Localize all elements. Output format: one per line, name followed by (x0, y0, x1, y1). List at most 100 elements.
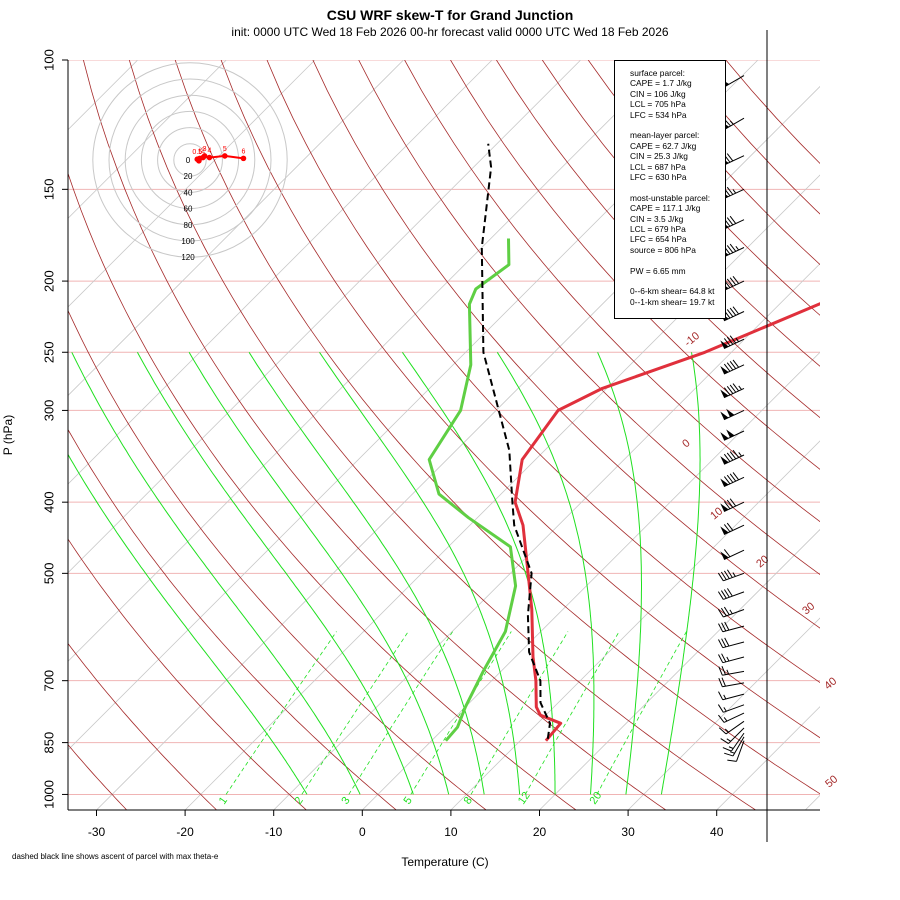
wind-barb-pennant (720, 526, 729, 535)
wind-barb-flag (729, 498, 737, 507)
wind-barb-staff (723, 430, 745, 441)
isotherm-line (68, 60, 316, 308)
wind-barb-flag (729, 384, 737, 393)
x-tick-label: 30 (621, 825, 635, 839)
wind-barb (720, 449, 745, 465)
hodograph-ring-label: 20 (184, 172, 193, 181)
wind-barb-flag (721, 622, 727, 632)
surface-lcl: LCL = 705 hPa (630, 99, 686, 110)
wind-barb-staff (732, 736, 745, 757)
parcel-info-box: surface parcel: CAPE = 1.7 J/kg CIN = 10… (614, 60, 726, 319)
wind-barb-flag (723, 387, 731, 396)
parcel-ascent-line (480, 143, 552, 739)
wind-barb-staff (723, 364, 745, 375)
dry-adiabat (83, 60, 667, 810)
wind-barb-staff (723, 454, 745, 465)
wind-barb-flag (724, 621, 730, 631)
mixing-ratio-line (524, 631, 620, 795)
isotherm-line (68, 60, 670, 662)
hodograph-point (206, 154, 213, 161)
wind-barb (720, 359, 745, 375)
dry-adiabat (450, 60, 820, 470)
mixing-ratio-line (348, 631, 454, 795)
wind-barb (720, 727, 745, 744)
wind-barb-flag (732, 449, 740, 458)
wind-barb-halfflag (730, 751, 735, 754)
wind-barb-flag (726, 474, 734, 483)
dry-adiabat-label: 40 (822, 675, 839, 692)
dewpoint-line (427, 238, 518, 742)
wind-barb-staff (723, 609, 745, 618)
hodograph-ring (124, 94, 256, 226)
mixing-ratio-label: 1 (217, 795, 230, 807)
hodograph-ring-label: 60 (184, 205, 193, 214)
wind-barb-pennant (720, 389, 729, 398)
wind-barb-flag (723, 338, 731, 347)
wind-barb-halfflag (735, 246, 740, 251)
hodograph-ring (92, 62, 288, 258)
wind-barb-flag (729, 215, 737, 224)
mean-layer-lcl: LCL = 687 hPa (630, 161, 686, 172)
dry-adiabat (496, 60, 820, 419)
wind-barb-staff (723, 501, 745, 512)
moist-adiabat (660, 352, 701, 795)
wind-barb-pennant (720, 411, 729, 420)
wind-barb-flag (717, 704, 724, 713)
wind-barb (718, 637, 745, 649)
dry-adiabat-label: 50 (823, 773, 840, 790)
wind-barb-flag (718, 666, 723, 676)
wind-barb-halfflag (726, 656, 730, 662)
wind-barb-staff (722, 625, 745, 633)
wind-barb (718, 712, 745, 723)
moist-adiabat (136, 352, 414, 795)
surface-cape: CAPE = 1.7 J/kg (630, 78, 692, 89)
wind-barb-flag (727, 759, 737, 762)
hodograph-point-label: 2 (201, 148, 205, 155)
wind-barb-flag (721, 665, 726, 675)
dry-adiabat (68, 309, 487, 810)
wind-barb-flag (726, 362, 734, 371)
wind-barb-staff (723, 188, 745, 200)
wind-barb-flag (718, 654, 724, 663)
wind-barb-staff (723, 476, 745, 488)
wind-barb-flag (729, 243, 737, 252)
wind-barb-flag (723, 570, 730, 579)
wind-barb-flag (718, 639, 724, 648)
wind-barb (720, 383, 745, 399)
wind-barb (720, 408, 745, 421)
wind-barb-staff (722, 682, 745, 688)
mixing-ratio-label: 3 (339, 795, 352, 807)
wind-barb (718, 653, 745, 664)
wind-barb-flag (726, 569, 733, 578)
x-tick-label: 0 (359, 825, 366, 839)
dry-adiabat-label: 0 (680, 437, 692, 450)
wind-barb-halfflag (729, 609, 733, 615)
hodograph-point (201, 153, 208, 159)
x-tick-label: -10 (265, 825, 283, 839)
wind-barb-flag (723, 589, 730, 598)
y-tick-label: 200 (41, 270, 56, 292)
wind-barb-staff (723, 247, 745, 258)
wind-barb-halfflag (732, 572, 736, 577)
wind-barb-flag (723, 363, 731, 372)
wind-barb-staff (723, 572, 745, 582)
y-tick-label: 850 (41, 732, 56, 754)
wind-barb-flag (726, 186, 734, 195)
dry-adiabat-label: 20 (754, 553, 771, 570)
most-unstable-lcl: LCL = 679 hPa (630, 224, 686, 235)
dry-adiabat (68, 642, 217, 810)
wind-barb-flag (723, 606, 730, 616)
wind-barb-halfflag (732, 189, 737, 194)
wind-barb-pennant (720, 478, 729, 487)
dry-adiabat (128, 60, 756, 810)
wind-barb-flag (718, 714, 725, 723)
chart-subtitle: init: 0000 UTC Wed 18 Feb 2026 00-hr for… (231, 25, 669, 39)
dry-adiabat (68, 172, 577, 810)
wind-barb (718, 720, 745, 735)
isotherm-line (184, 174, 820, 810)
hodograph-ring-label: 100 (181, 237, 195, 246)
y-tick-label: 150 (41, 178, 56, 200)
wind-barb-staff (723, 524, 745, 535)
wind-barb-flag (729, 361, 737, 369)
isotherm-line (68, 60, 227, 219)
